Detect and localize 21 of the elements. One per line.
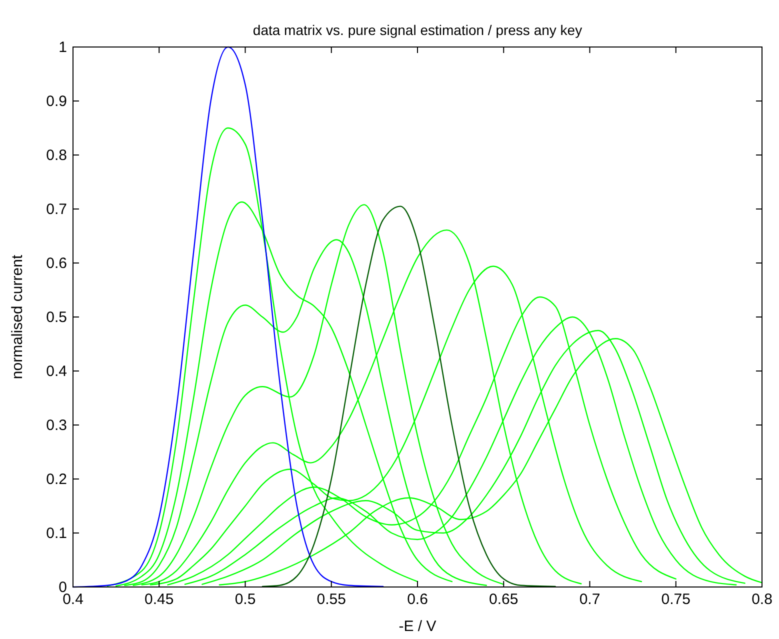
y-tick-label: 0.3 — [46, 417, 67, 434]
x-tick-label: 0.75 — [661, 591, 690, 608]
y-tick-label: 0.7 — [46, 201, 67, 218]
y-tick-label: 0.4 — [46, 363, 67, 380]
y-tick-label: 1 — [58, 39, 67, 56]
x-tick-label: 0.65 — [489, 591, 518, 608]
chart-title: data matrix vs. pure signal estimation / press any key — [252, 22, 582, 38]
y-tick-label: 0.6 — [46, 255, 67, 272]
y-tick-label: 0.2 — [46, 471, 67, 488]
y-axis-title: normalised current — [9, 254, 26, 380]
y-tick-label: 0.5 — [46, 309, 67, 326]
y-tick-label: 0.8 — [46, 147, 67, 164]
x-tick-label: 0.45 — [144, 591, 174, 608]
x-tick-label: 0.6 — [407, 591, 428, 608]
y-tick-label: 0.1 — [46, 525, 67, 542]
x-tick-label: 0.55 — [316, 591, 346, 608]
y-tick-label: 0.9 — [46, 93, 67, 110]
x-tick-label: 0.8 — [752, 591, 772, 608]
x-tick-label: 0.7 — [579, 591, 600, 608]
x-axis-title: -E / V — [398, 618, 436, 635]
x-tick-label: 0.5 — [234, 591, 256, 608]
